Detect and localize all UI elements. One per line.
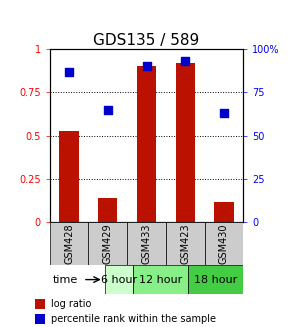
Text: 12 hour: 12 hour [139, 275, 182, 284]
Bar [214, 201, 234, 222]
Bar [166, 222, 205, 265]
Bar [35, 299, 45, 309]
Bar [98, 198, 117, 222]
Bar [205, 222, 243, 265]
Text: GSM433: GSM433 [142, 223, 151, 264]
Text: GSM430: GSM430 [219, 223, 229, 264]
Text: GSM423: GSM423 [180, 223, 190, 264]
Text: 18 hour: 18 hour [194, 275, 237, 284]
Point [144, 64, 149, 69]
Text: time: time [52, 275, 78, 284]
Bar [137, 66, 156, 222]
Text: percentile rank within the sample: percentile rank within the sample [51, 314, 216, 324]
Text: GSM428: GSM428 [64, 223, 74, 264]
Point [67, 69, 71, 74]
Text: GSM429: GSM429 [103, 223, 113, 264]
Title: GDS135 / 589: GDS135 / 589 [93, 33, 200, 48]
Bar [176, 63, 195, 222]
Bar [133, 265, 188, 294]
Bar [35, 314, 45, 324]
Point [222, 111, 226, 116]
Bar [127, 222, 166, 265]
Bar [105, 265, 133, 294]
Bar [59, 130, 79, 222]
Text: log ratio: log ratio [51, 299, 92, 309]
Text: 6 hour: 6 hour [101, 275, 137, 284]
Bar [50, 222, 88, 265]
Point [183, 59, 188, 64]
Point [105, 107, 110, 112]
Bar [88, 222, 127, 265]
Bar [188, 265, 243, 294]
